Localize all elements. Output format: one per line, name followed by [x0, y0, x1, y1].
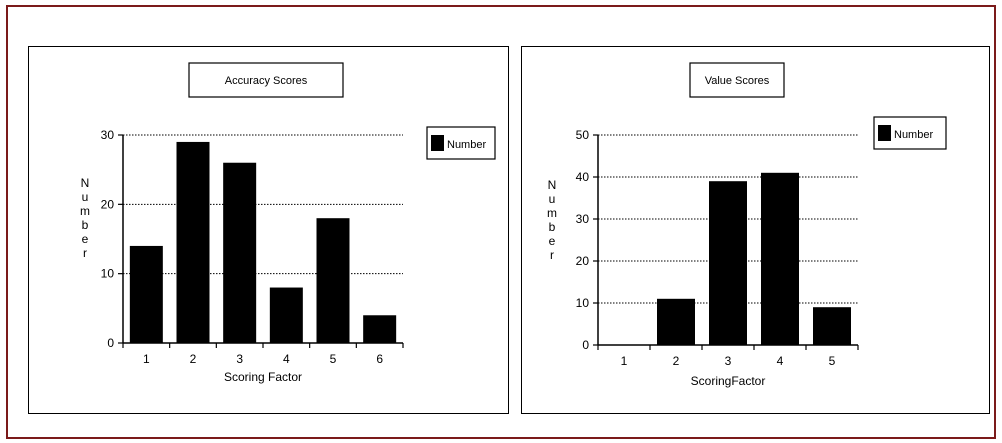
y-tick-label: 10 [101, 267, 115, 281]
bar [813, 307, 851, 345]
bar [269, 287, 303, 343]
y-tick-label: 0 [582, 338, 589, 352]
bar [761, 172, 799, 345]
x-axis-label: ScoringFactor [691, 374, 766, 388]
x-tick-label: 2 [190, 352, 197, 366]
bar [316, 218, 350, 343]
y-tick-label: 40 [576, 170, 590, 184]
x-tick-label: 1 [143, 352, 150, 366]
x-tick-label: 3 [236, 352, 243, 366]
accuracy-scores-svg: Accuracy Scores 0 10 20 30 1 2 3 4 5 6 Scoring Fact… [80, 62, 496, 384]
y-tick-label: 20 [576, 254, 590, 268]
y-tick-label: 30 [101, 128, 115, 142]
x-tick-label: 4 [283, 352, 290, 366]
value-scores-chart: Value Scores 0 10 20 30 40 50 1 2 3 4 5 ScoringFacto… [521, 46, 990, 414]
legend-label: Number [447, 139, 486, 151]
bar [657, 298, 695, 345]
x-tick-label: 1 [621, 354, 628, 368]
x-tick-label: 6 [376, 352, 383, 366]
legend-label: Number [894, 129, 933, 141]
x-tick-label: 5 [330, 352, 337, 366]
y-tick-label: 10 [576, 296, 590, 310]
chart-title: Value Scores [705, 75, 770, 87]
x-tick-label: 5 [829, 354, 836, 368]
bar [129, 245, 163, 343]
value-scores-svg: Value Scores 0 10 20 30 40 50 1 2 3 4 5 ScoringFacto… [547, 62, 947, 388]
chart-title: Accuracy Scores [225, 75, 308, 87]
bar [176, 141, 210, 343]
bar [223, 162, 257, 343]
chart-title-box [188, 62, 344, 98]
y-tick-label: 0 [107, 336, 114, 350]
bar [709, 181, 747, 345]
x-axis-label: Scoring Factor [224, 370, 302, 384]
accuracy-scores-chart: Accuracy Scores 0 10 20 30 1 2 3 4 5 6 Scoring Fact… [28, 46, 509, 414]
bar [363, 315, 397, 343]
y-tick-label: 50 [576, 128, 590, 142]
chart-title-box [689, 62, 785, 98]
y-tick-label: 20 [101, 197, 115, 211]
legend-box [426, 126, 496, 160]
legend-swatch [878, 125, 891, 141]
x-tick-label: 3 [725, 354, 732, 368]
x-tick-label: 2 [673, 354, 680, 368]
y-tick-label: 30 [576, 212, 590, 226]
legend-swatch [431, 135, 444, 151]
x-tick-label: 4 [777, 354, 784, 368]
